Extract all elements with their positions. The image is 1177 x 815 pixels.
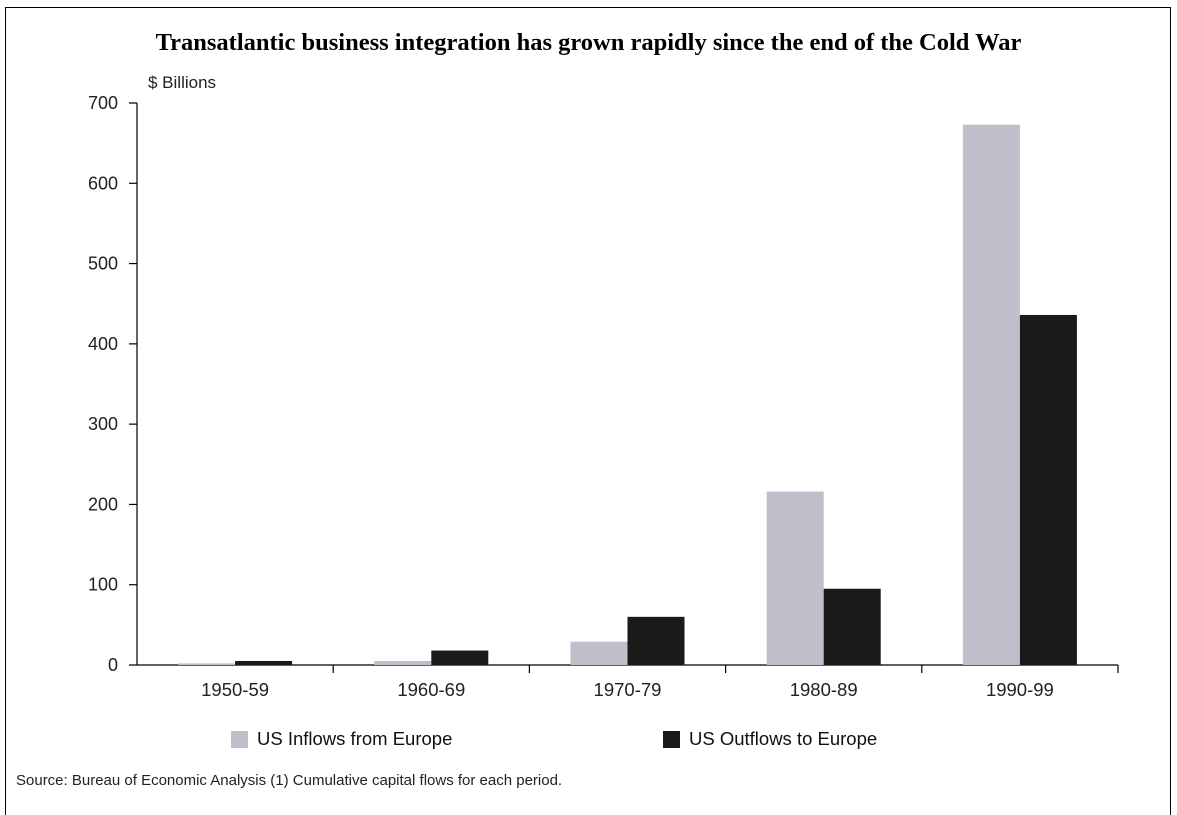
legend-item-inflows: US Inflows from Europe [231,728,452,750]
chart-title: Transatlantic business integration has g… [155,29,1022,56]
bar-outflows [431,650,489,665]
legend-swatch-outflows [663,730,680,748]
y-tick-label: 100 [88,575,118,595]
x-tick-label: 1950-59 [201,679,269,700]
bar-inflows [178,663,236,665]
y-tick-label: 0 [108,655,118,675]
bar-outflows [1019,314,1077,665]
bars [178,124,1077,666]
chart-frame [5,7,1171,815]
x-tick-label: 1980-89 [790,679,858,700]
bar-outflows [823,588,881,665]
y-tick-label: 700 [88,93,118,113]
y-tick-label: 300 [88,414,118,434]
y-tick-label: 400 [88,334,118,354]
bar-inflows [766,491,824,665]
bar-inflows [570,641,628,665]
y-tick-label: 600 [88,173,118,193]
legend-label-outflows: US Outflows to Europe [689,728,878,749]
legend-label-inflows: US Inflows from Europe [257,728,453,749]
y-unit-label: $ Billions [148,73,217,92]
legend-swatch-inflows [231,730,248,748]
bar-inflows [962,124,1020,666]
legend-item-outflows: US Outflows to Europe [663,728,877,750]
x-tick-label: 1960-69 [397,679,465,700]
x-tick-label: 1970-79 [594,679,662,700]
y-tick-label: 200 [88,494,118,514]
bar-inflows [374,660,432,665]
y-tick-label: 500 [88,254,118,274]
axes: 0 100 200 300 400 500 600 700 1950-59 1960-69 1970… [88,93,1119,700]
source-note: Source: Bureau of Economic Analysis (1) … [16,772,563,789]
bar-outflows [627,616,685,665]
x-tick-label: 1990-99 [986,679,1054,700]
bar-outflows [235,660,293,665]
